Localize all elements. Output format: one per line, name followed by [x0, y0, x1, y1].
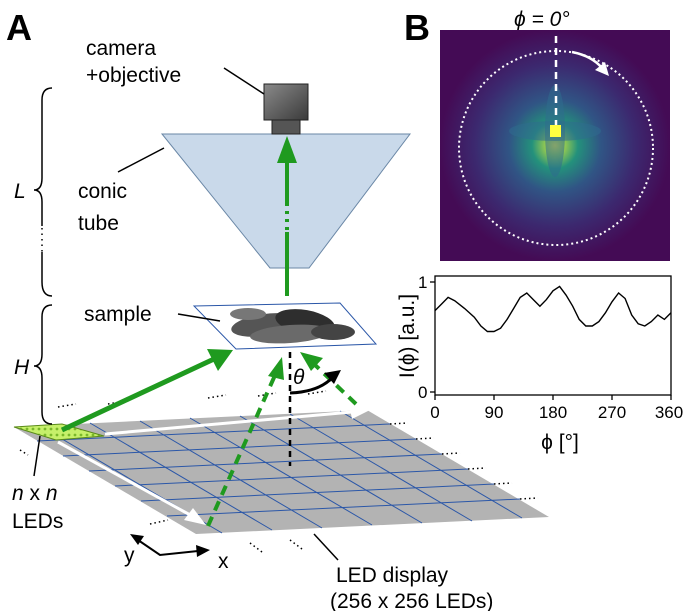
axis-x-label: x: [218, 550, 229, 573]
plot-x-label: ϕ [°]: [541, 431, 579, 454]
axis-y-head: [130, 534, 144, 545]
sample-tissue: [230, 308, 355, 344]
fourier-center: [550, 125, 561, 137]
illum-ray-solid-head: [207, 349, 233, 371]
intensity-series-line: [434, 285, 672, 333]
x-tick-360: 360: [655, 403, 683, 422]
camera-body: [263, 83, 309, 121]
theta-arc-head: [324, 370, 341, 384]
conic-pointer: [117, 147, 165, 173]
scan-arrow-x: [104, 410, 353, 436]
theta-arc: [289, 376, 334, 395]
scan-arrow-x-head: [349, 404, 370, 419]
illum-ray-solid: [60, 356, 216, 433]
y-tick-0: 0: [418, 383, 427, 402]
phi-zero-label: ϕ = 0°: [514, 8, 570, 31]
panel-label-b: B: [404, 7, 430, 48]
brace-H: [33, 304, 53, 425]
x-tick-270: 270: [598, 403, 626, 422]
illum-ray-near: [206, 372, 278, 527]
detect-ray-head: [277, 136, 297, 163]
conic-label-1: conic: [78, 180, 127, 203]
y-tick-1: 1: [418, 273, 427, 292]
camera-label-1: camera: [86, 37, 156, 60]
leds-label-2: LEDs: [12, 510, 63, 533]
x-tick-0: 0: [430, 403, 439, 422]
sample-pointer: [177, 313, 221, 322]
camera-label-2: +objective: [86, 64, 181, 87]
scan-arrow-y-head: [184, 508, 206, 525]
x-tick-180: 180: [539, 403, 567, 422]
leds-pointer: [33, 435, 41, 477]
display-pointer: [313, 533, 339, 561]
display-label-1: LED display: [336, 564, 449, 587]
scan-arrow-y: [57, 440, 193, 518]
camera-pointer: [223, 67, 265, 95]
brace-L: [33, 87, 53, 297]
illum-ray-right: [312, 362, 358, 406]
display-label-2: (256 x 256 LEDs): [330, 590, 493, 611]
led-patch: [13, 423, 105, 441]
theta-label: θ: [293, 366, 305, 389]
illum-ray-right-head: [300, 352, 323, 371]
conic-label-2: tube: [78, 212, 119, 235]
sample-label: sample: [84, 303, 152, 326]
phi-direction-head: [595, 62, 609, 76]
camera-objective: [271, 119, 301, 135]
L-label: L: [14, 180, 26, 203]
grid-continuation-dots: [19, 390, 539, 553]
leds-label-1: n x n: [12, 482, 58, 505]
plot-frame: [434, 275, 672, 396]
plot-y-label: I(ϕ) [a.u.]: [396, 294, 419, 378]
led-grid-lines: [36, 410, 523, 534]
axes-lines: [137, 539, 199, 557]
x-tick-90: 90: [485, 403, 504, 422]
axis-y-label: y: [124, 544, 135, 567]
illum-ray-near-head: [268, 357, 284, 380]
axis-x-head: [196, 545, 210, 557]
plot-ticks: [430, 281, 672, 400]
H-label: H: [14, 356, 30, 379]
panel-label-a: A: [6, 7, 32, 48]
